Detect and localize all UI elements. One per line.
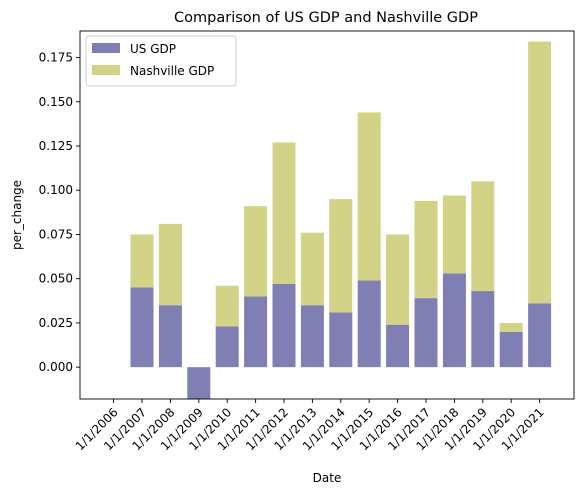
bar-nashville-gdp [471, 181, 495, 292]
bar-nashville-gdp [215, 285, 239, 327]
y-tick-label: 0.000 [39, 360, 73, 374]
bar-nashville-gdp [528, 41, 552, 304]
y-tick-label: 0.150 [39, 95, 73, 109]
y-tick-label: 0.075 [39, 227, 73, 241]
bar-us-gdp [442, 273, 466, 368]
chart-title: Comparison of US GDP and Nashville GDP [174, 10, 478, 26]
bar-nashville-gdp [130, 234, 154, 288]
legend: US GDP Nashville GDP [85, 35, 237, 87]
y-tick-label: 0.025 [39, 316, 73, 330]
legend-label: Nashville GDP [130, 64, 214, 78]
bar-nashville-gdp [357, 112, 381, 281]
y-tick-label: 0.175 [39, 51, 73, 65]
y-axis-label: per_change [10, 180, 24, 250]
bar-us-gdp [329, 312, 353, 368]
bar-nashville-gdp [158, 223, 182, 306]
bar-us-gdp [357, 280, 381, 368]
legend-swatch [92, 65, 120, 75]
plot-frame [79, 30, 575, 400]
bar-us-gdp [272, 284, 296, 368]
bar-us-gdp [499, 331, 523, 368]
y-tick-label: 0.100 [39, 183, 73, 197]
bar-nashville-gdp [442, 195, 466, 274]
y-tick-label: 0.125 [39, 139, 73, 153]
legend-swatch [92, 43, 120, 53]
bar-nashville-gdp [272, 142, 296, 284]
bar-us-gdp [244, 296, 268, 368]
bar-us-gdp [158, 305, 182, 368]
bar-nashville-gdp [414, 200, 438, 299]
x-axis-label: Date [313, 471, 342, 485]
bar-nashville-gdp [499, 322, 523, 332]
x-axis-ticks: 1/1/20061/1/20071/1/20081/1/20091/1/2010… [73, 399, 547, 453]
bar-us-gdp [414, 298, 438, 368]
bar-us-gdp [386, 324, 410, 368]
y-tick-label: 0.050 [39, 272, 73, 286]
bars-layer [130, 41, 552, 399]
bar-nashville-gdp [386, 234, 410, 325]
bar-nashville-gdp [300, 232, 324, 306]
bar-us-gdp [215, 326, 239, 368]
bar-us-gdp [130, 287, 154, 368]
legend-label: US GDP [130, 42, 176, 56]
bar-us-gdp [528, 303, 552, 368]
y-axis-ticks: 0.000 0.025 0.050 0.075 0.100 0.125 0.150 0.175 [39, 51, 80, 374]
legend-box [85, 35, 237, 87]
bar-nashville-gdp [244, 206, 268, 297]
bar-nashville-gdp [329, 199, 353, 313]
bar-us-gdp [300, 305, 324, 368]
bar-us-gdp [471, 291, 495, 368]
bar-us-gdp [187, 367, 211, 399]
